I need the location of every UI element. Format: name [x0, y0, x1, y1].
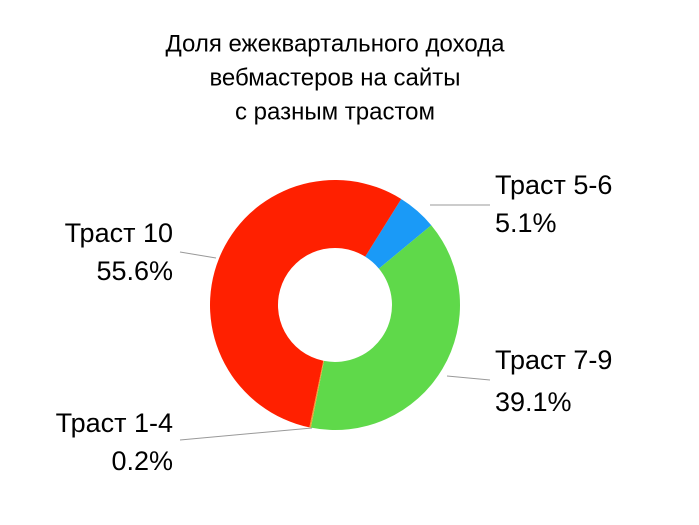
value-label: 55.6%: [96, 256, 173, 286]
donut-slice: [210, 180, 402, 428]
chart-title: Доля ежеквартального дохода: [165, 30, 505, 57]
slice-label: Траст 10: [65, 218, 173, 248]
slice-label: Траст 1-4: [56, 408, 173, 438]
slice-label: Траст 7-9: [495, 345, 612, 375]
chart-title: с разным трастом: [235, 98, 435, 125]
value-label: 39.1%: [495, 387, 572, 417]
value-label: 5.1%: [495, 208, 557, 238]
donut-slice: [309, 360, 325, 428]
donut-slice: [365, 198, 432, 269]
leader-line: [179, 251, 217, 259]
donut-slice: [310, 225, 461, 430]
value-label: 0.2%: [111, 446, 173, 476]
leader-line: [446, 375, 491, 381]
leader-line: [179, 427, 313, 441]
chart-title: вебмастеров на сайты: [209, 64, 460, 91]
slice-label: Траст 5-6: [495, 170, 612, 200]
